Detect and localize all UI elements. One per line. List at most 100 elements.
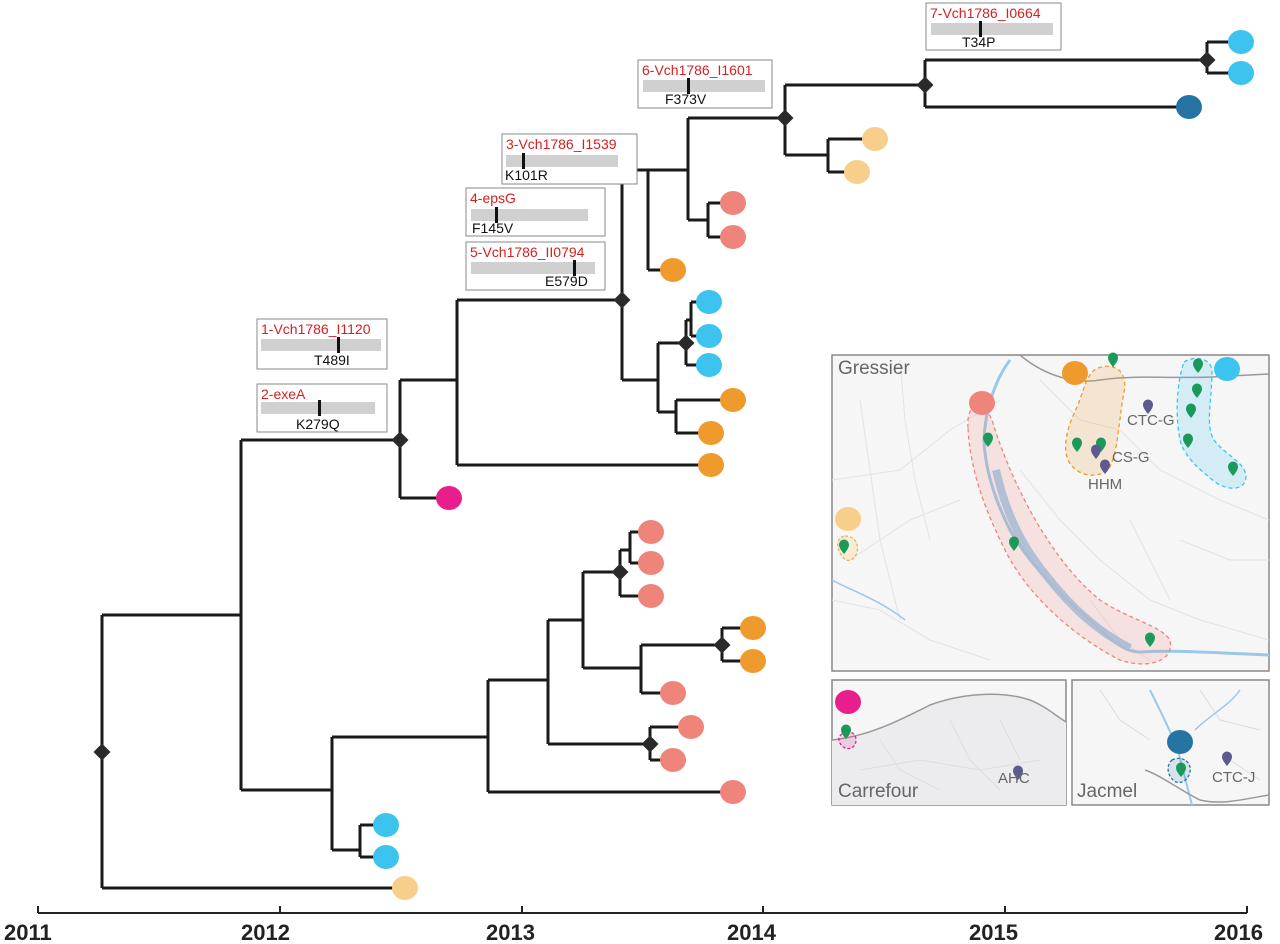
tip-light-blue xyxy=(1228,61,1254,85)
site-label-cs-g: CS-G xyxy=(1112,449,1150,466)
map-carrefour xyxy=(831,679,1067,806)
mutation-tick xyxy=(318,400,321,416)
mutation-gene-label: 4-epsG xyxy=(470,190,516,206)
facility-marker-icon xyxy=(1100,459,1110,474)
tip-dark-blue xyxy=(1176,95,1202,119)
map-pin-icon xyxy=(1145,632,1155,647)
main-clade-branch xyxy=(239,438,400,792)
map-gressier xyxy=(831,354,1270,672)
axis-tick-label: 2014 xyxy=(727,920,777,944)
map-circle-salmon xyxy=(969,391,995,415)
mutation-gene-label: 7-Vch1786_I0664 xyxy=(930,5,1041,21)
map-pin-icon xyxy=(1176,762,1186,777)
tip-orange xyxy=(740,649,766,673)
node-d-branch xyxy=(646,168,688,272)
tip-pale-yellow xyxy=(844,160,870,184)
site-label-ctc-j: CTC-J xyxy=(1212,769,1255,786)
map-pin-icon xyxy=(1183,433,1193,448)
mutation-tick xyxy=(337,337,340,353)
node-marker xyxy=(677,334,695,352)
mutation-box-mut-2: 2-exeA K279Q xyxy=(256,383,388,433)
site-label-ctc-g: CTC-G xyxy=(1127,412,1175,429)
axis-tick-label: 2011 xyxy=(4,920,52,944)
node-marker xyxy=(713,636,731,654)
region-label-jacmel: Jacmel xyxy=(1077,781,1137,802)
mutation-change-label: K279Q xyxy=(296,416,340,432)
tip-magenta xyxy=(436,486,462,510)
gene-bar xyxy=(261,339,381,351)
tip-salmon xyxy=(638,551,664,575)
node-marker xyxy=(776,109,794,127)
map-pin-icon xyxy=(1108,352,1118,367)
node-marker xyxy=(916,76,934,94)
node-marker xyxy=(93,743,111,761)
node-b-branch xyxy=(455,298,710,467)
map-clade-circles xyxy=(835,357,1240,754)
node-marker xyxy=(611,563,629,581)
gene-bar xyxy=(506,155,618,167)
tip-orange xyxy=(698,421,724,445)
mutation-box-mut-5: 5-Vch1786_II0794 E579D xyxy=(465,241,606,291)
gene-bar xyxy=(471,209,588,221)
mutation-tick xyxy=(687,78,690,94)
map-pin-icon xyxy=(1186,403,1196,418)
map-pin-icon xyxy=(1009,536,1019,551)
pin-layer xyxy=(839,352,1238,777)
magenta-region xyxy=(838,731,857,750)
tip-salmon xyxy=(720,191,746,215)
tip-light-blue xyxy=(696,324,722,348)
axis-tick-label: 2015 xyxy=(969,920,1018,944)
map-circle-orange xyxy=(1062,361,1088,385)
axis-tick-label: 2012 xyxy=(241,920,290,944)
node-h-branch xyxy=(656,341,686,414)
map-pin-icon xyxy=(841,724,851,739)
mutation-box-mut-4: 4-epsG F145V xyxy=(465,187,606,237)
mutation-box-mut-6: 6-Vch1786_I1601 F373V xyxy=(637,59,773,109)
tip-orange xyxy=(698,453,724,477)
tip-orange xyxy=(720,388,746,412)
node-marker xyxy=(391,431,409,449)
map-pin-icon xyxy=(1192,383,1202,398)
tip-light-blue xyxy=(373,845,399,869)
facility-marker-icon xyxy=(1143,399,1153,414)
tip-pale-yellow xyxy=(392,876,418,900)
facility-marker-icon xyxy=(1091,444,1101,459)
mutation-change-label: E579D xyxy=(545,273,588,289)
axis-tick-label: 2013 xyxy=(486,920,535,944)
map-pin-icon xyxy=(1072,437,1082,452)
tip-salmon xyxy=(660,748,686,772)
mutation-change-label: F373V xyxy=(665,91,707,107)
region-label-carrefour: Carrefour xyxy=(838,781,919,802)
mutation-tick xyxy=(495,207,498,223)
node-e-branch xyxy=(686,116,785,222)
node-k-branch xyxy=(581,570,641,670)
mutation-change-label: K101R xyxy=(505,167,548,183)
time-axis: 2011 2012 2013 2014 2015 2016 xyxy=(4,906,1263,944)
mutation-gene-label: 6-Vch1786_I1601 xyxy=(642,62,753,78)
map-circle-pale-yellow xyxy=(835,507,861,531)
tip-salmon xyxy=(638,584,664,608)
tip-light-blue xyxy=(696,290,722,314)
map-pin-icon xyxy=(983,432,993,447)
mutation-change-label: T34P xyxy=(962,34,995,50)
tip-salmon xyxy=(660,681,686,705)
mutation-tick xyxy=(522,153,525,169)
map-background xyxy=(832,693,1066,805)
facility-marker-icon xyxy=(1222,751,1232,766)
mutation-tick xyxy=(573,260,576,276)
node-f-branch xyxy=(783,83,925,157)
tip-salmon xyxy=(720,780,746,804)
tip-pale-yellow xyxy=(862,127,888,151)
orange-region xyxy=(1064,365,1126,476)
map-circle-magenta xyxy=(835,690,861,714)
mutation-gene-label: 1-Vch1786_I1120 xyxy=(261,321,371,337)
mutation-gene-label: 5-Vch1786_II0794 xyxy=(470,244,585,260)
tip-salmon xyxy=(720,225,746,249)
map-circle-dark-blue xyxy=(1167,730,1193,754)
gene-bar xyxy=(931,23,1053,35)
facility-marker-icon xyxy=(1013,765,1023,780)
site-label-hhm: HHM xyxy=(1088,476,1122,493)
mutation-change-label: F145V xyxy=(472,220,514,236)
mutation-gene-label: 2-exeA xyxy=(261,386,306,402)
gene-bar xyxy=(471,262,595,274)
